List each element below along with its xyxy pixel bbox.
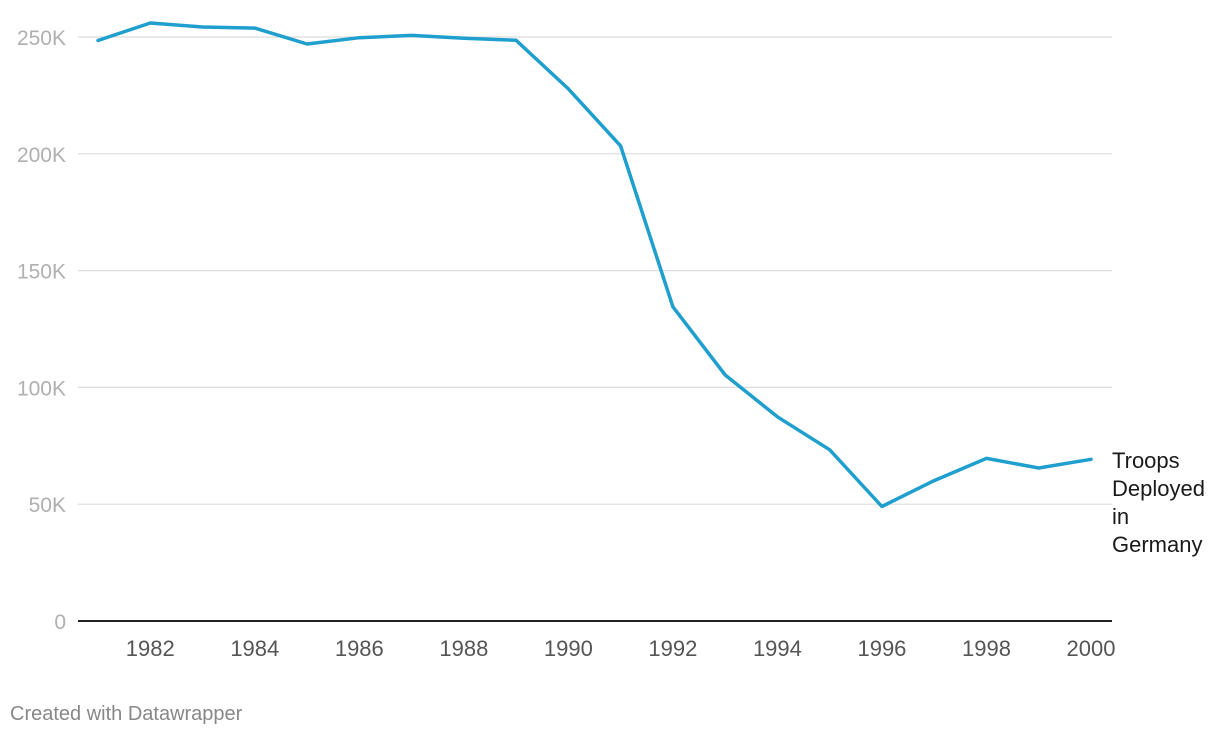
x-tick-label: 1996 bbox=[857, 636, 906, 661]
x-tick-label: 2000 bbox=[1067, 636, 1116, 661]
y-tick-label: 150K bbox=[17, 261, 66, 284]
credit-text: Created with Datawrapper bbox=[10, 703, 243, 725]
series-label-line: Germany bbox=[1112, 532, 1202, 557]
x-tick-label: 1994 bbox=[753, 636, 802, 661]
series-label-line: Troops bbox=[1112, 448, 1180, 473]
x-tick-label: 1984 bbox=[230, 636, 279, 661]
y-tick-label: 200K bbox=[17, 144, 66, 167]
y-tick-label: 250K bbox=[17, 27, 66, 50]
series-line bbox=[96, 21, 1093, 509]
series-label-line: in bbox=[1112, 504, 1129, 529]
x-tick-label: 1998 bbox=[962, 636, 1011, 661]
x-tick-label: 1988 bbox=[439, 636, 488, 661]
x-tick-label: 1992 bbox=[648, 636, 697, 661]
y-tick-label: 0 bbox=[54, 611, 66, 634]
y-tick-label: 100K bbox=[17, 377, 66, 400]
series-label-line: Deployed bbox=[1112, 476, 1205, 501]
x-tick-label: 1990 bbox=[544, 636, 593, 661]
x-tick-label: 1986 bbox=[335, 636, 384, 661]
x-tick-label: 1982 bbox=[126, 636, 175, 661]
y-tick-label: 50K bbox=[29, 494, 66, 517]
line-chart: 0 50K 100K 150K 200K 250K 1982 1984 1986 1988 1990… bbox=[17, 21, 1205, 661]
series-label: Troops Deployed in Germany bbox=[1112, 448, 1205, 557]
